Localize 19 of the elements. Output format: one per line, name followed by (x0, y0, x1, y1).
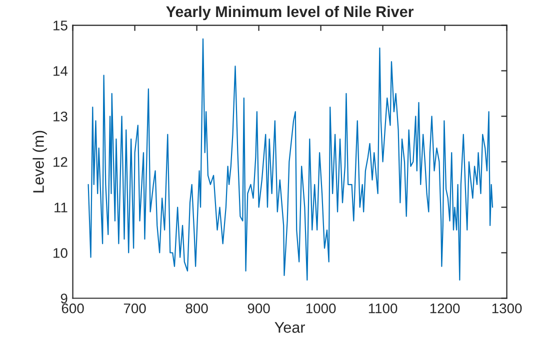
x-tick-label: 800 (186, 303, 208, 314)
line-series (88, 38, 494, 281)
x-tick-label: 1100 (368, 303, 398, 314)
chart-title: Yearly Minimum level of Nile River (166, 6, 414, 20)
y-tick-label: 9 (60, 294, 68, 304)
x-tick-label: 600 (62, 303, 84, 314)
x-tick-label: 900 (248, 303, 270, 314)
y-axis-title: Level (m) (32, 130, 47, 192)
x-tick-label: 700 (124, 303, 146, 314)
y-tick-label: 13 (54, 112, 68, 122)
x-tick-label: 1200 (430, 303, 460, 314)
x-axis-title: Year (274, 322, 305, 333)
y-tick-label: 15 (54, 20, 68, 30)
y-tick-label: 11 (54, 202, 68, 212)
x-tick-label: 1300 (492, 303, 522, 314)
x-tick-label: 1000 (306, 303, 336, 314)
y-tick-label: 12 (54, 157, 68, 167)
y-tick-label: 14 (54, 66, 68, 76)
y-tick-label: 10 (54, 248, 68, 258)
